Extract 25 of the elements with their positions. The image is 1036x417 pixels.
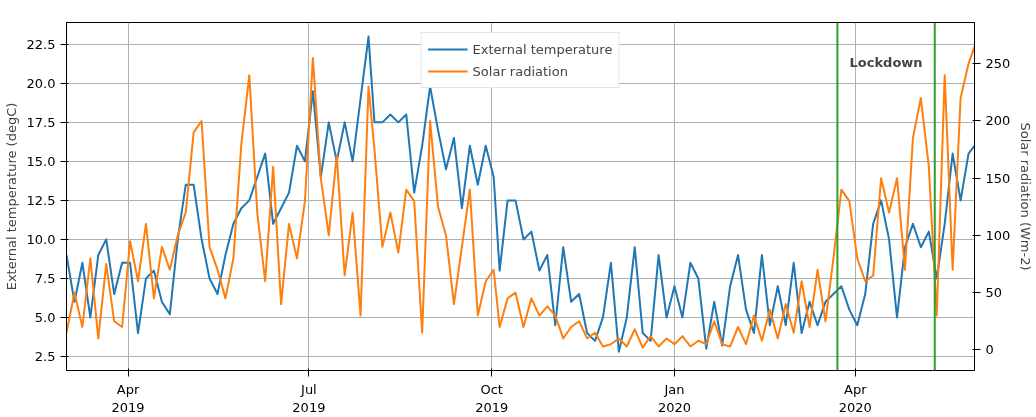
y2-axis-title: Solar radiation (Wm-2) bbox=[1018, 122, 1034, 271]
x-tick-label: Apr 2019 bbox=[111, 381, 145, 415]
y-tick-label: 7.5 bbox=[34, 270, 56, 286]
y-axis-title: External temperature (degC) bbox=[3, 102, 19, 291]
x-tick-label: Jul 2019 bbox=[292, 381, 326, 415]
legend-label: External temperature bbox=[472, 41, 613, 57]
y-tick-label: 20.0 bbox=[26, 75, 56, 91]
x-tick-label: Oct 2019 bbox=[475, 381, 509, 415]
legend-label: Solar radiation bbox=[472, 63, 568, 79]
y-tick-label: 12.5 bbox=[26, 192, 56, 208]
y-tick-label: 5.0 bbox=[34, 309, 56, 325]
y2-tick-label: 100 bbox=[985, 227, 1011, 243]
x-tick-label: Apr 2020 bbox=[838, 381, 872, 415]
y2-tick-label: 50 bbox=[985, 285, 1003, 301]
y-tick-label: 2.5 bbox=[34, 348, 56, 364]
annotation: Lockdown bbox=[849, 55, 923, 70]
y-tick-label: 17.5 bbox=[26, 114, 56, 130]
y2-tick-label: 250 bbox=[985, 56, 1011, 72]
y-tick-label: 10.0 bbox=[26, 231, 56, 247]
y2-tick-label: 200 bbox=[985, 113, 1011, 129]
y-tick-label: 22.5 bbox=[26, 36, 56, 52]
y-tick-label: 15.0 bbox=[26, 153, 56, 169]
x-tick-label: Jan 2020 bbox=[657, 381, 692, 415]
y2-tick-label: 150 bbox=[985, 170, 1011, 186]
y2-tick-label: 0 bbox=[985, 342, 994, 358]
